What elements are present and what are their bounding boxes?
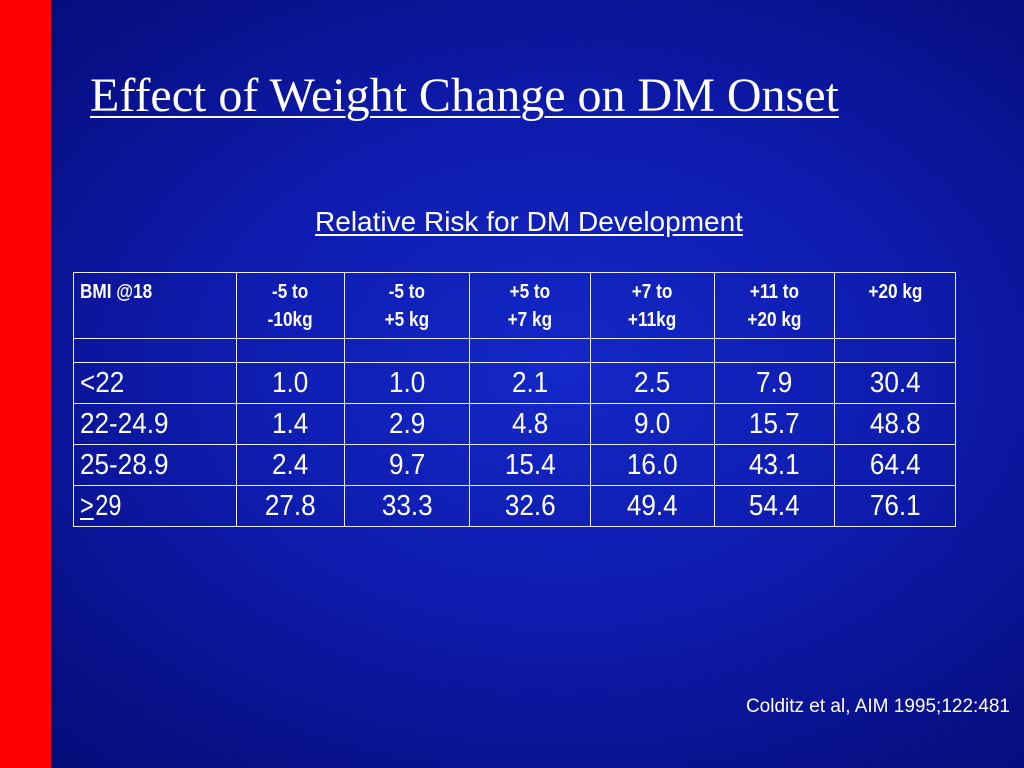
table-cell: 16.0 [590,444,715,486]
table-cell: 2.9 [344,403,470,445]
empty-cell [344,338,470,363]
relative-risk-table: BMI @18 -5 to -10kg -5 to +5 kg +5 to +7… [73,272,956,527]
header-cell-bmi: BMI @18 [73,272,237,339]
table-cell: 27.8 [236,485,345,527]
table-cell: 1.0 [344,362,470,404]
citation: Colditz et al, AIM 1995;122:481 [745,696,1010,717]
relative-risk-value: 16.0 [627,449,678,481]
table-subtitle: Relative Risk for DM Development [315,206,743,237]
empty-cell [590,338,715,363]
relative-risk-value: 2.4 [272,449,309,481]
header-cell: -5 to -10kg [236,272,345,339]
table-cell: 2.5 [590,362,715,404]
table-row: 25-28.9 2.4 9.7 15.4 16.0 43.1 64.4 [73,444,956,486]
relative-risk-value: 2.1 [511,367,549,399]
empty-cell [469,338,591,363]
table-cell: 9.7 [344,444,470,486]
empty-table-row [73,338,956,363]
empty-cell [834,338,956,363]
row-label-cell: >29 [73,485,237,527]
table-cell: 48.8 [834,403,956,445]
empty-cell [73,338,237,363]
relative-risk-value: 2.9 [388,408,426,440]
table-cell: 2.4 [236,444,345,486]
header-label: BMI @18 [80,281,153,303]
greater-or-equal-symbol: > [80,490,94,522]
table-cell: 1.4 [236,403,345,445]
table-cell: 54.4 [714,485,835,527]
slide-title: Effect of Weight Change on DM Onset [90,69,839,122]
relative-risk-value: 32.6 [504,490,556,522]
relative-risk-value: 7.9 [756,367,793,399]
header-label: +20 kg [867,281,923,303]
bmi-range-value: 29 [95,490,122,522]
row-label-cell: 25-28.9 [73,444,237,486]
table-cell: 2.1 [469,362,591,404]
table-cell: 4.8 [469,403,591,445]
relative-risk-value: 64.4 [869,449,921,481]
table-cell: 1.0 [236,362,345,404]
empty-cell [236,338,345,363]
relative-risk-value: 4.8 [511,408,549,440]
table-row: <22 1.0 1.0 2.1 2.5 7.9 30.4 [73,362,956,404]
row-label-cell: <22 [73,362,237,404]
relative-risk-value: 1.0 [388,367,426,399]
relative-risk-value: 2.5 [634,367,671,399]
table-cell: 32.6 [469,485,591,527]
header-cell: +11 to +20 kg [714,272,835,339]
relative-risk-value: 9.0 [634,408,671,440]
empty-cell [714,338,835,363]
table-row: >29 27.8 33.3 32.6 49.4 54.4 76.1 [73,485,956,527]
header-label: -5 to -10kg [268,281,313,331]
header-cell: +7 to +11kg [590,272,715,339]
row-label-cell: 22-24.9 [73,403,237,445]
relative-risk-value: 48.8 [869,408,921,440]
header-cell: +5 to +7 kg [469,272,591,339]
header-label: +7 to +11kg [628,281,677,331]
header-label: +5 to +7 kg [507,281,553,331]
relative-risk-value: 27.8 [265,490,316,522]
header-label: +11 to +20 kg [747,281,802,331]
header-cell: +20 kg [834,272,956,339]
header-label: -5 to +5 kg [384,281,430,331]
relative-risk-value: 9.7 [388,449,426,481]
relative-risk-value: 1.0 [272,367,309,399]
bmi-range-label: >29 [80,486,124,526]
relative-risk-value: 33.3 [381,490,433,522]
header-cell: -5 to +5 kg [344,272,470,339]
relative-risk-value: 49.4 [627,490,678,522]
table-cell: 15.4 [469,444,591,486]
table-cell: 9.0 [590,403,715,445]
table-row: 22-24.9 1.4 2.9 4.8 9.0 15.7 48.8 [73,403,956,445]
relative-risk-value: 43.1 [749,449,800,481]
table-cell: 43.1 [714,444,835,486]
relative-risk-value: 76.1 [869,490,921,522]
relative-risk-value: 30.4 [869,367,921,399]
relative-risk-value: 54.4 [749,490,800,522]
bmi-range-label: 22-24.9 [80,408,169,440]
table-cell: 33.3 [344,485,470,527]
table-cell: 76.1 [834,485,956,527]
table-cell: 7.9 [714,362,835,404]
table-cell: 15.7 [714,403,835,445]
relative-risk-value: 15.4 [504,449,556,481]
table-cell: 64.4 [834,444,956,486]
table-cell: 30.4 [834,362,956,404]
table-header-row: BMI @18 -5 to -10kg -5 to +5 kg +5 to +7… [73,272,956,339]
red-accent-bar [0,0,51,768]
relative-risk-value: 15.7 [749,408,800,440]
bmi-range-label: <22 [80,367,125,399]
relative-risk-value: 1.4 [272,408,309,440]
table-cell: 49.4 [590,485,715,527]
bmi-range-label: 25-28.9 [80,449,169,481]
